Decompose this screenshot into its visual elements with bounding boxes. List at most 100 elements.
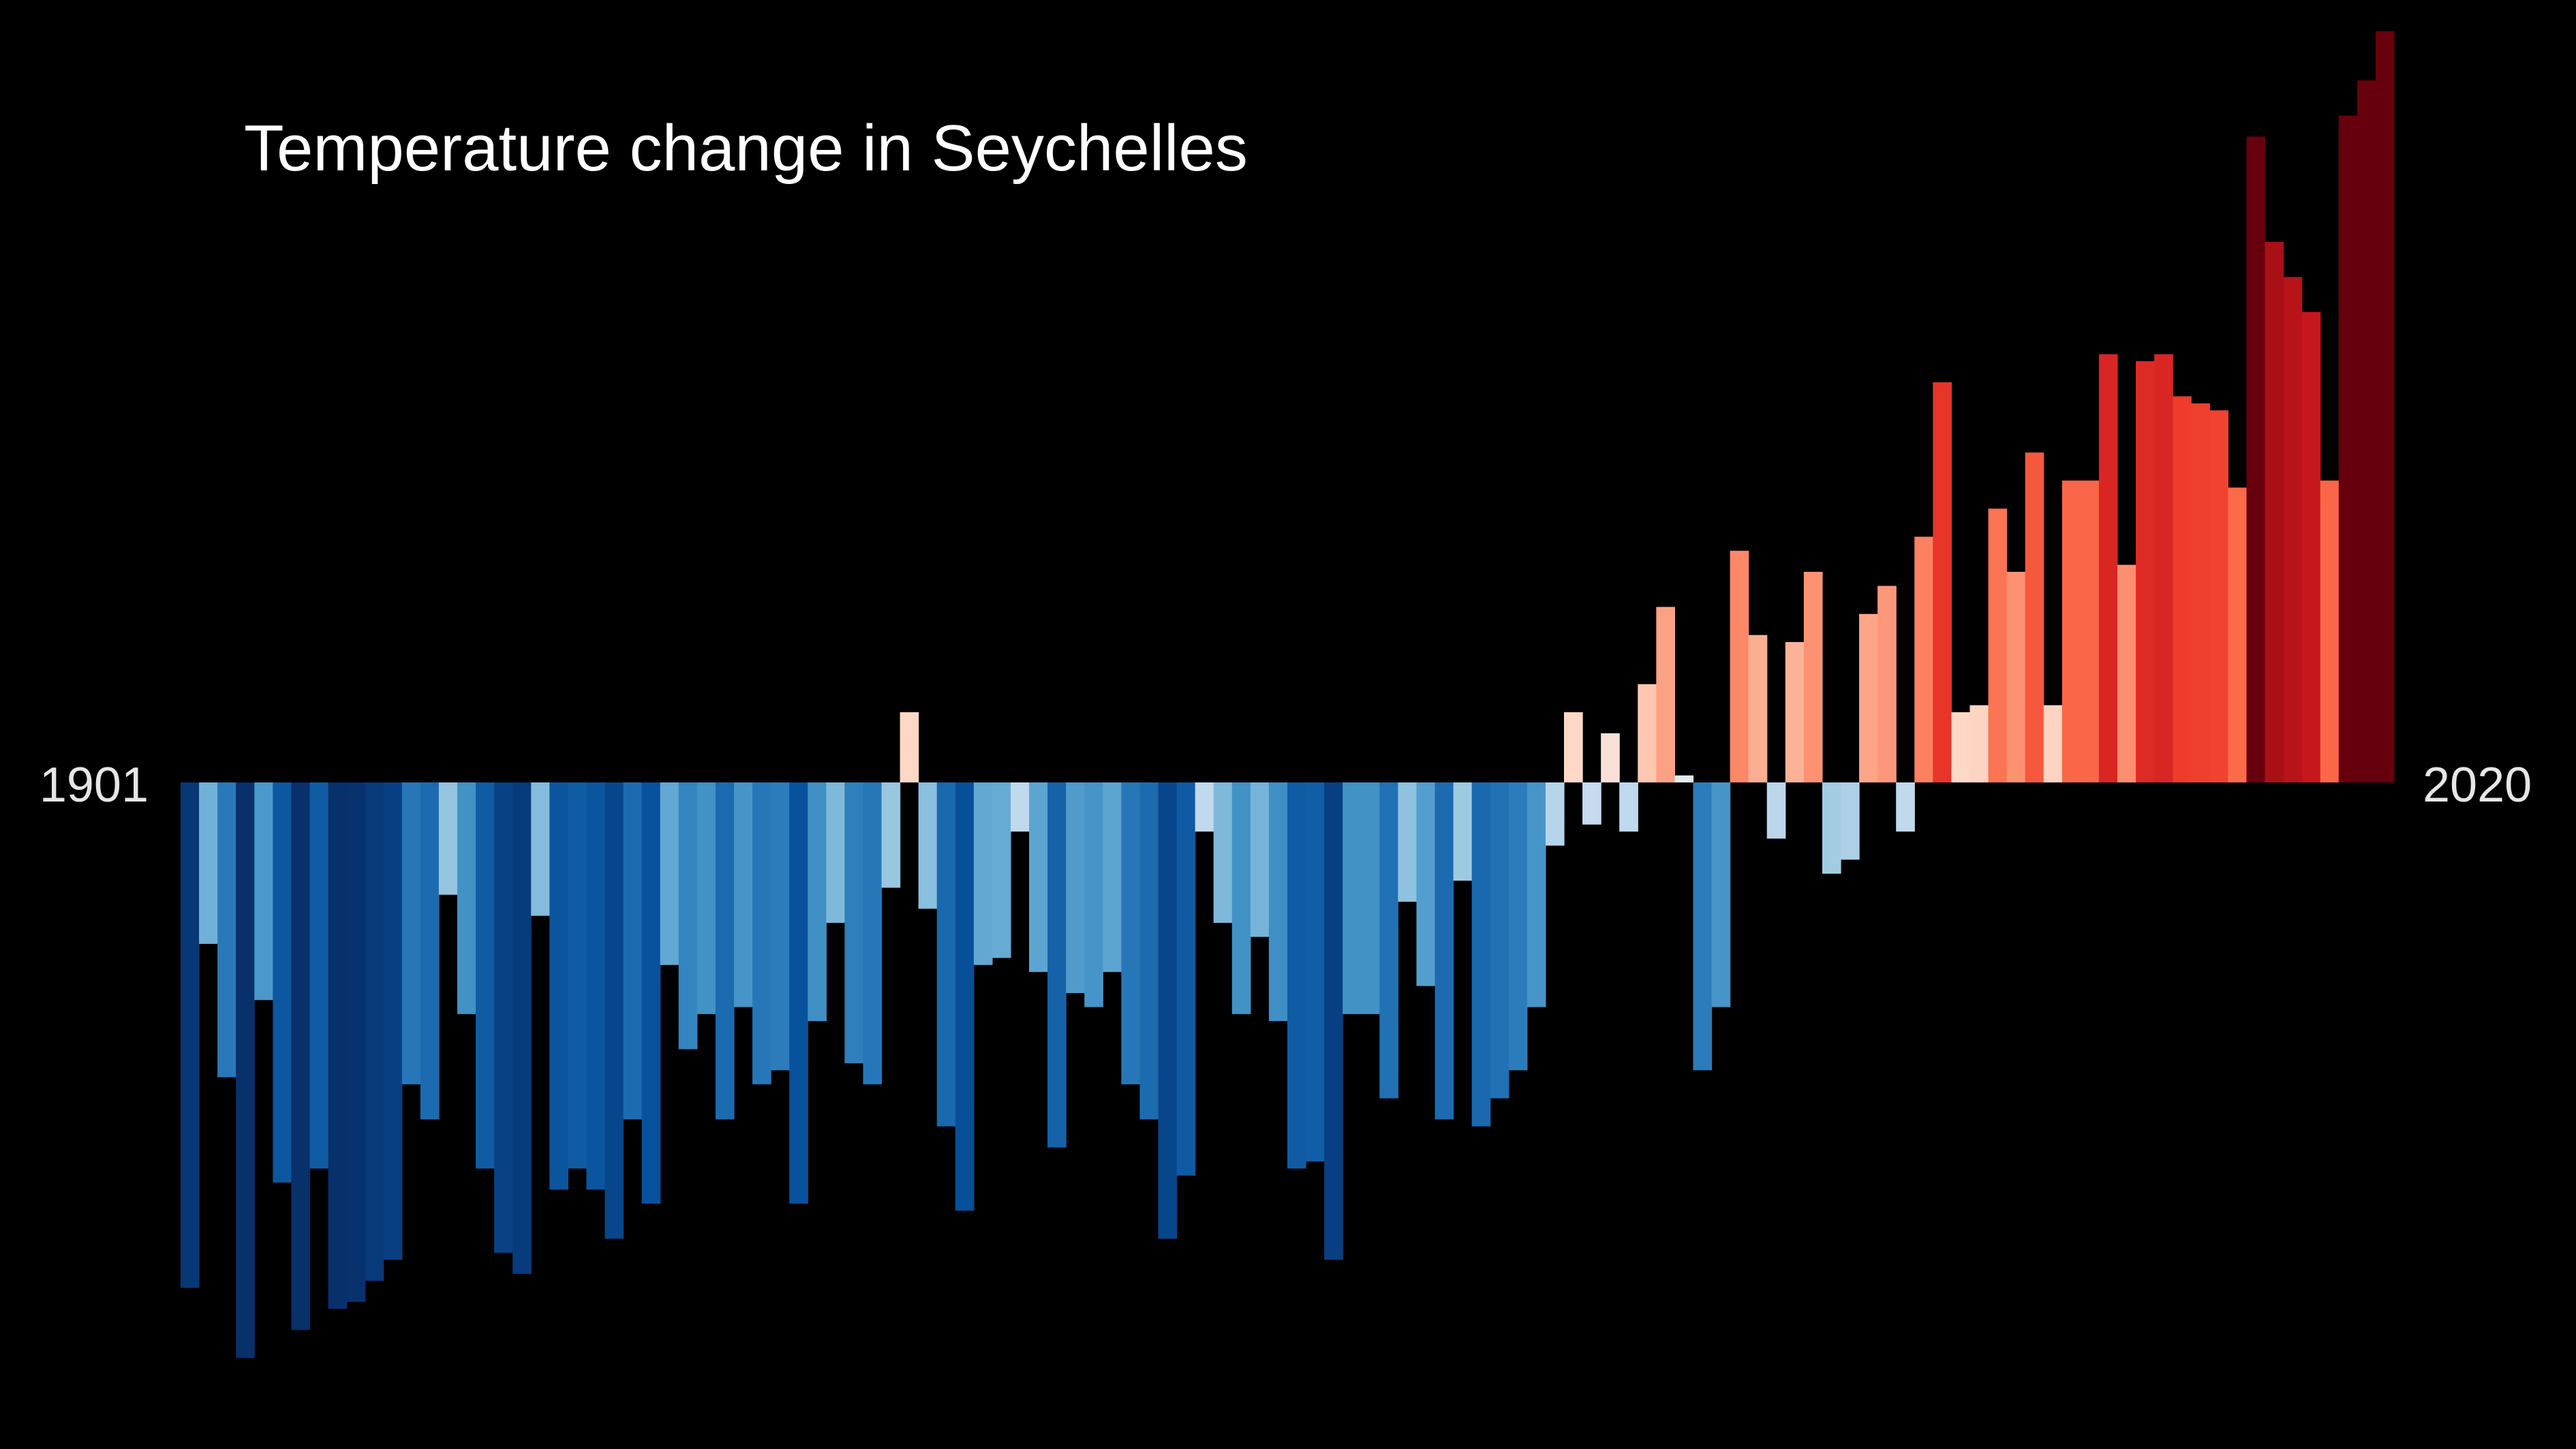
bar-1922 — [568, 782, 587, 1169]
bar-1943 — [955, 782, 975, 1211]
bar-1970 — [1453, 782, 1473, 881]
bar-1998 — [1969, 705, 1989, 782]
bar-1984 — [1711, 782, 1731, 1007]
bar-1905 — [254, 782, 273, 1001]
bar-1923 — [586, 782, 606, 1190]
bar-2012 — [2228, 487, 2248, 782]
bar-1929 — [696, 782, 716, 1014]
bars-group — [181, 31, 2395, 1358]
bar-1906 — [273, 782, 292, 1183]
bar-2000 — [2006, 572, 2026, 782]
bar-1913 — [401, 782, 421, 1084]
bar-2005 — [2098, 354, 2118, 782]
bar-1975 — [1545, 782, 1565, 846]
bar-1912 — [383, 782, 403, 1260]
bar-1950 — [1084, 782, 1103, 1007]
bar-1957 — [1213, 782, 1233, 923]
end-year-label: 2020 — [2423, 758, 2532, 812]
bar-1926 — [641, 782, 661, 1204]
bar-1945 — [992, 782, 1011, 958]
bar-1914 — [420, 782, 440, 1120]
bar-1993 — [1877, 585, 1897, 782]
bar-2020 — [2375, 31, 2395, 782]
bar-1999 — [1988, 508, 2008, 782]
bar-1925 — [623, 782, 643, 1120]
bar-1931 — [734, 782, 753, 1007]
bar-1944 — [973, 782, 993, 965]
bar-1930 — [715, 782, 735, 1120]
bar-1969 — [1435, 782, 1454, 1120]
bar-1910 — [346, 782, 366, 1302]
chart-title: Temperature change in Seychelles — [244, 112, 1248, 185]
bar-2019 — [2357, 80, 2376, 782]
bar-1916 — [457, 782, 476, 1014]
bar-1989 — [1803, 572, 1823, 782]
bar-1981 — [1656, 607, 1675, 782]
bar-2007 — [2136, 361, 2155, 782]
bar-1909 — [328, 782, 348, 1309]
bar-1935 — [808, 782, 827, 1022]
bar-2011 — [2209, 410, 2228, 782]
bar-1979 — [1619, 782, 1638, 832]
bar-1987 — [1766, 782, 1786, 839]
bar-2014 — [2265, 241, 2284, 782]
bar-1972 — [1490, 782, 1509, 1099]
bar-1951 — [1103, 782, 1122, 973]
bar-1915 — [438, 782, 458, 895]
start-year-label: 1901 — [40, 758, 149, 812]
bar-2017 — [2320, 481, 2340, 782]
bar-1927 — [660, 782, 679, 965]
bar-1921 — [549, 782, 568, 1190]
bar-1939 — [881, 782, 901, 888]
bar-1960 — [1268, 782, 1288, 1022]
bar-1967 — [1398, 782, 1417, 902]
bar-1986 — [1748, 635, 1768, 782]
bar-1911 — [365, 782, 384, 1281]
bar-1963 — [1324, 782, 1343, 1260]
bar-1988 — [1785, 642, 1805, 782]
bar-1907 — [291, 782, 311, 1330]
bar-1992 — [1859, 613, 1878, 782]
bar-2008 — [2154, 354, 2173, 782]
bar-1908 — [309, 782, 329, 1169]
bar-1924 — [604, 782, 624, 1239]
bar-1971 — [1471, 782, 1491, 1127]
bar-1973 — [1508, 782, 1528, 1071]
bar-1938 — [863, 782, 883, 1084]
bar-1928 — [678, 782, 698, 1050]
bar-2002 — [2043, 705, 2063, 782]
bar-1983 — [1693, 782, 1713, 1071]
bar-1920 — [531, 782, 550, 916]
bar-1968 — [1416, 782, 1436, 986]
bar-1997 — [1951, 712, 1971, 782]
bar-1994 — [1896, 782, 1915, 832]
bar-1902 — [199, 782, 218, 944]
bar-1918 — [494, 782, 513, 1253]
bar-1947 — [1029, 782, 1048, 973]
bar-1904 — [236, 782, 255, 1358]
bar-1937 — [844, 782, 864, 1063]
bar-1966 — [1379, 782, 1398, 1099]
bar-1934 — [789, 782, 808, 1204]
bar-1962 — [1306, 782, 1325, 1162]
bar-1976 — [1564, 712, 1583, 782]
bar-1980 — [1638, 684, 1657, 782]
bar-2009 — [2173, 396, 2192, 782]
bar-2006 — [2117, 564, 2136, 782]
bar-1964 — [1343, 782, 1362, 1014]
bar-1977 — [1582, 782, 1601, 825]
bar-1953 — [1139, 782, 1159, 1120]
bar-1954 — [1158, 782, 1178, 1239]
bar-1933 — [771, 782, 790, 1071]
bar-1991 — [1841, 782, 1860, 860]
bar-1940 — [900, 712, 919, 782]
bar-1903 — [217, 782, 236, 1078]
bar-1996 — [1933, 382, 1952, 782]
bar-1901 — [181, 782, 200, 1288]
bar-1982 — [1674, 775, 1694, 782]
bar-1956 — [1195, 782, 1214, 832]
bar-1959 — [1250, 782, 1270, 937]
bar-1965 — [1361, 782, 1380, 1014]
bar-1949 — [1066, 782, 1085, 993]
